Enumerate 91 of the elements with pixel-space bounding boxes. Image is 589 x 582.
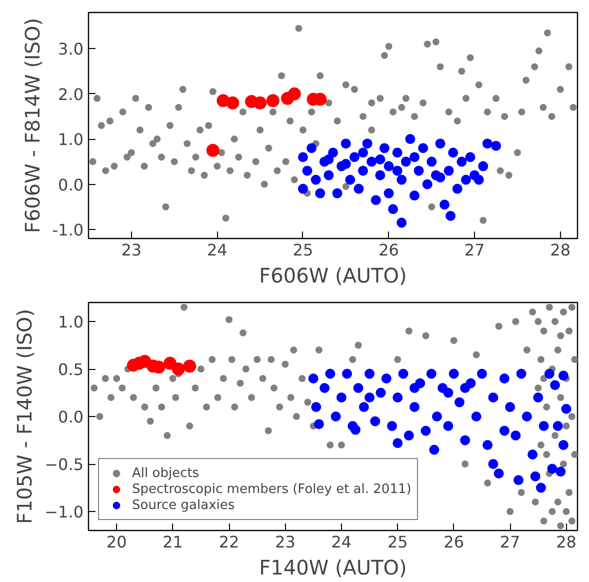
y-tick-label: 2.0	[58, 84, 84, 104]
y-tick-label: −1.0	[44, 502, 84, 522]
point	[375, 154, 386, 164]
point	[310, 174, 321, 185]
point	[266, 94, 280, 108]
point	[375, 170, 386, 180]
y-tick-label: 1.0	[58, 312, 84, 332]
point	[324, 154, 334, 164]
x-tick-label: 23	[275, 532, 296, 552]
y-tick-label: −0.5	[44, 455, 84, 474]
point	[410, 152, 420, 162]
point	[384, 188, 394, 198]
point	[392, 148, 402, 158]
point	[440, 200, 450, 210]
x-tick-label: 24	[331, 532, 352, 552]
point	[362, 138, 372, 149]
y-tick-label: 3.0	[58, 40, 84, 59]
point	[410, 190, 420, 201]
x-tick-label: 28	[556, 532, 576, 552]
point	[340, 138, 351, 149]
point	[302, 166, 312, 176]
legend-label: Spectroscopic members (Foley et al. 2011)	[132, 481, 412, 497]
point	[298, 152, 308, 162]
point	[172, 362, 185, 376]
point	[446, 210, 456, 221]
point	[206, 144, 220, 157]
point	[456, 156, 467, 167]
point	[418, 143, 428, 154]
y-tick-label: 0.5	[58, 360, 84, 379]
point	[332, 188, 342, 198]
point	[435, 138, 446, 149]
point	[465, 152, 476, 162]
point	[226, 96, 240, 110]
point	[396, 218, 407, 228]
point	[306, 143, 317, 154]
point	[396, 174, 407, 185]
x-tick-label: 21	[162, 532, 183, 552]
legend-label: Source galaxies	[132, 497, 235, 513]
point	[444, 166, 454, 176]
point	[328, 148, 338, 158]
point	[388, 204, 398, 214]
point	[392, 166, 402, 176]
point	[340, 158, 351, 169]
point	[400, 156, 411, 167]
point	[482, 138, 492, 149]
x-tick-label: 26	[444, 532, 464, 552]
point	[405, 134, 416, 144]
legend-label: All objects	[132, 465, 200, 481]
point	[460, 174, 471, 185]
y-tick-label: 0.0	[58, 175, 84, 194]
point	[448, 148, 458, 158]
point	[478, 161, 488, 172]
x-tick-label: 25	[387, 532, 408, 552]
x-tick-label: 27	[464, 240, 485, 260]
point	[414, 166, 424, 176]
point	[370, 195, 381, 206]
y-tick-label: 1.0	[58, 130, 84, 150]
point	[288, 87, 301, 100]
y-tick-label: 0.0	[58, 408, 84, 426]
x-tick-label: 24	[207, 240, 228, 260]
point	[254, 96, 267, 110]
point	[491, 140, 501, 151]
point	[422, 179, 432, 190]
point	[349, 152, 360, 162]
point	[452, 184, 462, 194]
x-tick-label: 23	[121, 240, 142, 260]
x-tick-label: 20	[106, 532, 127, 552]
y-tick-label: -1.0	[52, 220, 84, 240]
x-tick-label: 26	[378, 240, 399, 260]
point	[358, 148, 368, 158]
point	[315, 188, 326, 198]
point	[426, 156, 437, 167]
x-tick-label: 27	[500, 532, 520, 552]
point	[324, 170, 334, 180]
point	[384, 161, 394, 172]
x-axis-title: F606W (AUTO)	[259, 264, 407, 288]
y-axis-title: F606W - F814W (ISO)	[20, 18, 44, 234]
y-axis-title: F105W - F140W (ISO)	[12, 308, 37, 524]
point	[435, 172, 446, 182]
point	[183, 360, 196, 373]
x-tick-label: 25	[292, 240, 314, 260]
point	[474, 174, 484, 185]
point	[358, 166, 368, 176]
x-axis-title: F140W (AUTO)	[259, 556, 407, 580]
point	[354, 184, 364, 194]
point	[379, 143, 390, 154]
point	[298, 184, 308, 194]
x-tick-label: 22	[218, 532, 240, 552]
x-tick-label: 28	[550, 240, 571, 260]
point	[366, 156, 377, 167]
point	[345, 174, 356, 185]
